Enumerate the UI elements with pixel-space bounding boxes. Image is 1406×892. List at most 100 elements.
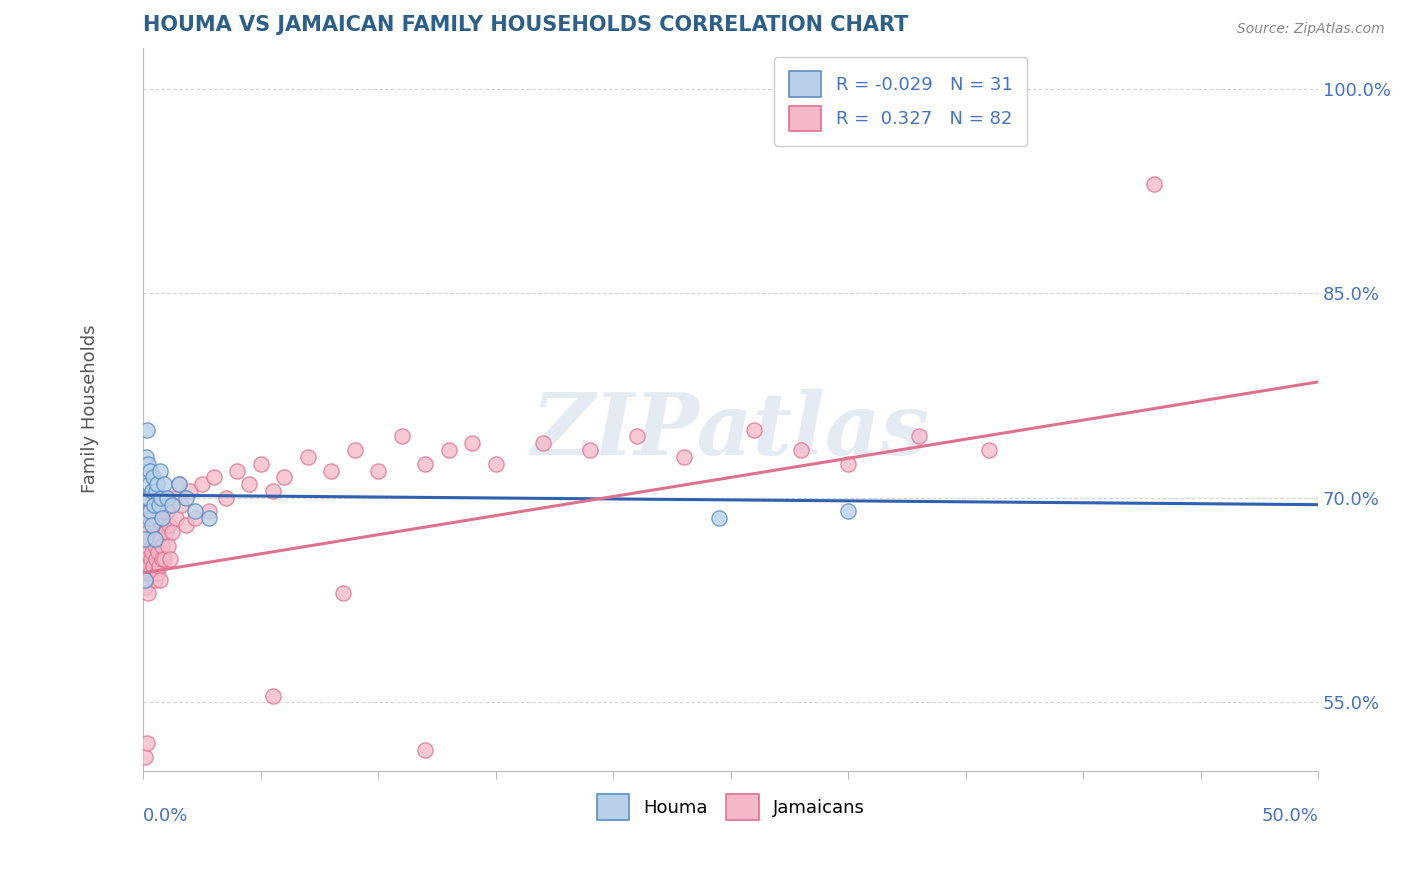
Point xyxy=(138,559,160,574)
Point xyxy=(136,586,159,600)
Point xyxy=(139,532,162,546)
Point xyxy=(790,443,813,458)
Point xyxy=(214,491,236,505)
Point xyxy=(139,552,162,566)
Point xyxy=(134,750,156,764)
Point xyxy=(343,443,366,458)
Point xyxy=(1143,177,1166,191)
Point xyxy=(141,483,163,498)
Point xyxy=(142,524,165,539)
Point xyxy=(153,552,176,566)
Text: Family Households: Family Households xyxy=(82,325,100,493)
Point xyxy=(184,511,207,525)
Point xyxy=(148,498,170,512)
Point xyxy=(135,423,157,437)
Point xyxy=(174,518,197,533)
Text: HOUMA VS JAMAICAN FAMILY HOUSEHOLDS CORRELATION CHART: HOUMA VS JAMAICAN FAMILY HOUSEHOLDS CORR… xyxy=(143,15,908,35)
Point xyxy=(143,539,166,553)
Point xyxy=(141,545,163,559)
Point xyxy=(672,450,695,464)
Point xyxy=(136,524,159,539)
Point xyxy=(138,477,160,491)
Point xyxy=(136,539,159,553)
Point xyxy=(157,518,180,533)
Point xyxy=(153,477,176,491)
Point xyxy=(146,477,169,491)
Point xyxy=(141,511,163,525)
Point xyxy=(142,498,165,512)
Point xyxy=(142,470,165,484)
Point xyxy=(238,477,260,491)
Point xyxy=(198,504,221,518)
Point xyxy=(156,504,179,518)
Point xyxy=(156,491,179,505)
Point xyxy=(202,470,225,484)
Point xyxy=(167,477,190,491)
Point xyxy=(142,498,165,512)
Point xyxy=(413,457,436,471)
Point xyxy=(150,552,173,566)
Point xyxy=(191,477,214,491)
Point xyxy=(226,464,249,478)
Point xyxy=(156,539,179,553)
Point xyxy=(146,566,169,580)
Point xyxy=(167,477,190,491)
Point xyxy=(163,491,186,505)
Point xyxy=(837,457,859,471)
Point xyxy=(135,518,157,533)
Point xyxy=(273,470,295,484)
Point xyxy=(145,483,167,498)
Text: ZIPatlas: ZIPatlas xyxy=(531,389,929,473)
Point xyxy=(155,524,177,539)
Point xyxy=(134,580,156,594)
Point xyxy=(136,491,159,505)
Point xyxy=(391,429,413,443)
Point xyxy=(626,429,648,443)
Point xyxy=(321,464,343,478)
Point xyxy=(170,498,193,512)
Text: 50.0%: 50.0% xyxy=(1261,807,1319,825)
Text: Source: ZipAtlas.com: Source: ZipAtlas.com xyxy=(1237,22,1385,37)
Point xyxy=(138,504,160,518)
Point xyxy=(262,483,284,498)
Point xyxy=(134,573,156,587)
Point xyxy=(139,464,162,478)
Point xyxy=(707,511,730,525)
Point xyxy=(837,504,859,518)
Point xyxy=(179,483,201,498)
Point xyxy=(297,450,319,464)
Point xyxy=(149,573,172,587)
Point xyxy=(146,545,169,559)
Point xyxy=(332,586,354,600)
Point xyxy=(136,457,159,471)
Point xyxy=(146,532,169,546)
Point xyxy=(198,511,221,525)
Point xyxy=(742,423,765,437)
Point xyxy=(174,491,197,505)
Point xyxy=(143,573,166,587)
Point xyxy=(143,532,166,546)
Point xyxy=(149,532,172,546)
Point xyxy=(142,559,165,574)
Point xyxy=(145,518,167,533)
Point xyxy=(141,518,163,533)
Point xyxy=(413,743,436,757)
Point xyxy=(135,566,157,580)
Point xyxy=(150,511,173,525)
Point xyxy=(134,545,156,559)
Point xyxy=(184,504,207,518)
Point xyxy=(578,443,600,458)
Point xyxy=(138,511,160,525)
Point xyxy=(531,436,554,450)
Point xyxy=(148,511,170,525)
Point xyxy=(134,532,156,546)
Point xyxy=(134,532,156,546)
Point xyxy=(145,552,167,566)
Point xyxy=(149,491,172,505)
Point xyxy=(461,436,484,450)
Point xyxy=(262,689,284,703)
Point xyxy=(437,443,460,458)
Point xyxy=(139,566,162,580)
Point xyxy=(485,457,508,471)
Point xyxy=(165,511,187,525)
